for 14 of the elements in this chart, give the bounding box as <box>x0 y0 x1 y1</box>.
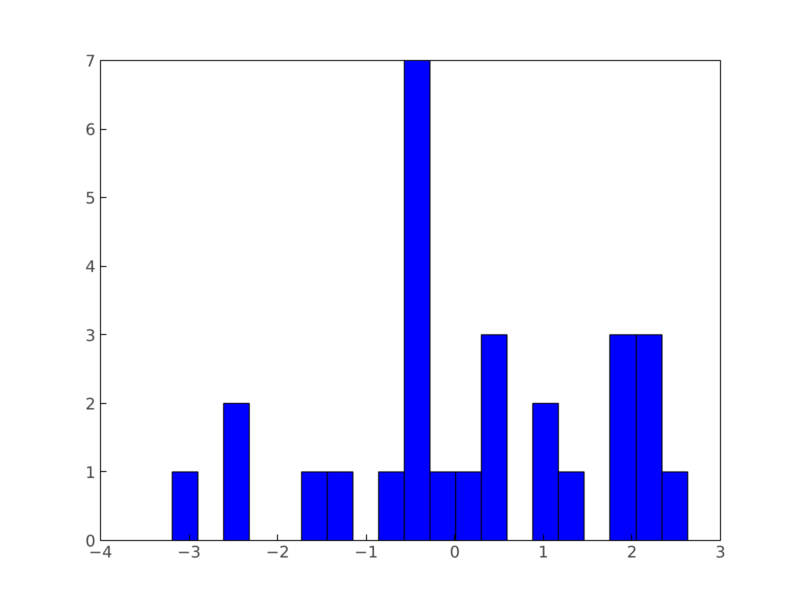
y-tick-label: 3 <box>85 326 96 345</box>
y-tick-label: 6 <box>85 120 96 140</box>
x-tick-label: −1 <box>354 542 378 562</box>
x-tick-label: −2 <box>266 542 290 562</box>
x-tick-label: 1 <box>538 542 548 562</box>
x-tick-label: 0 <box>450 542 460 562</box>
x-tick-label: −3 <box>177 542 201 562</box>
y-tick-label: 4 <box>85 257 96 276</box>
y-tick-label: 5 <box>85 188 96 208</box>
y-tick-label: 2 <box>85 394 96 414</box>
x-tick-label: 2 <box>626 542 638 562</box>
x-tick-label: 3 <box>715 542 726 562</box>
y-tick-label: 7 <box>85 52 96 70</box>
y-tick-label: 1 <box>85 462 96 482</box>
